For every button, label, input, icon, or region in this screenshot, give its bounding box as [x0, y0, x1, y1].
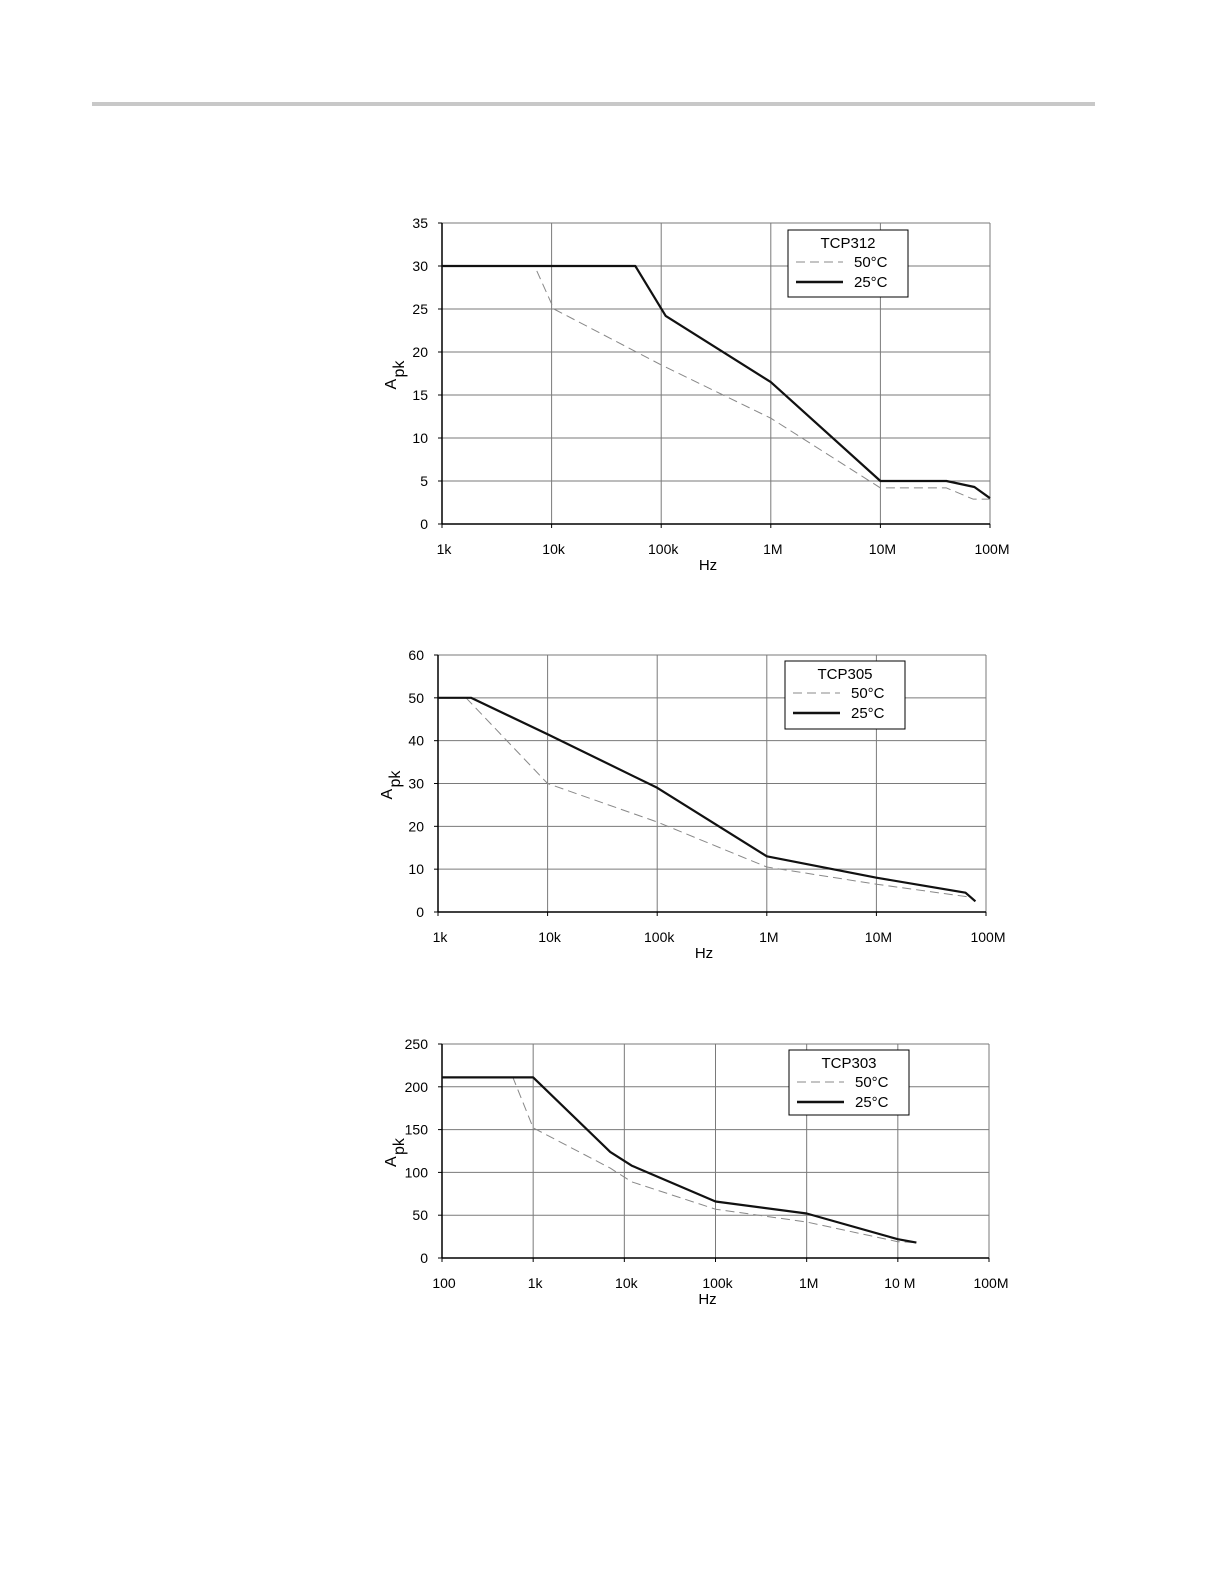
y-tick-label: 35: [412, 215, 428, 231]
y-axis-label: Apk: [379, 770, 404, 800]
legend-box: [788, 1049, 910, 1116]
legend-entry-label: 50°C: [855, 1074, 889, 1091]
x-axis-label: Hz: [695, 945, 713, 962]
legend-entry-label: 25°C: [855, 1094, 889, 1111]
legend: TCP312 50°C 25°C: [787, 229, 909, 298]
y-tick-label: 30: [412, 258, 428, 274]
y-axis-label-main: A: [383, 379, 400, 390]
y-tick-label: 50: [408, 690, 424, 706]
series-line-50c: [442, 265, 990, 500]
x-axis-label: Hz: [698, 1291, 716, 1308]
x-tick-label: 100k: [644, 929, 675, 945]
series-line-50c: [442, 1076, 917, 1244]
y-tick-label: 30: [408, 776, 424, 792]
y-axis-label: Apk: [383, 1137, 408, 1167]
series-line-50c: [438, 697, 976, 902]
x-tick-label: 100M: [974, 541, 1009, 557]
legend-box: [784, 660, 906, 730]
legend-entry-label: 25°C: [854, 274, 888, 291]
y-tick-label: 0: [420, 516, 428, 532]
x-tick-label: 100k: [702, 1275, 733, 1291]
series-line-25c: [442, 264, 991, 500]
x-tick-label: 1M: [763, 541, 782, 557]
chart-tcp305: 0 10 20 30 40 50 60 1k 10k 100k 1M 10M 100M Hz Apk TCP3…: [379, 647, 1006, 962]
y-tick-label: 0: [420, 1250, 428, 1266]
y-tick-label: 150: [405, 1122, 429, 1138]
x-tick-label: 100k: [648, 541, 679, 557]
x-tick-label: 10k: [538, 929, 562, 945]
y-tick-label: 10: [412, 430, 428, 446]
y-tick-label: 250: [405, 1036, 429, 1052]
x-tick-label: 10 M: [884, 1275, 915, 1291]
legend: TCP303 50°C 25°C: [788, 1049, 910, 1116]
y-tick-label: 25: [412, 301, 428, 317]
y-tick-label: 200: [405, 1079, 429, 1095]
y-tick-label: 5: [420, 473, 428, 489]
y-tick-label: 60: [408, 647, 424, 663]
x-tick-label: 1M: [799, 1275, 818, 1291]
series-line-25c: [438, 696, 977, 903]
y-tick-label: 40: [408, 733, 424, 749]
legend: TCP305 50°C 25°C: [784, 660, 906, 730]
x-tick-label: 1k: [528, 1275, 544, 1291]
x-tick-label: 1M: [759, 929, 778, 945]
y-axis-label-subscript: pk: [391, 360, 408, 378]
x-tick-label: 10k: [615, 1275, 639, 1291]
x-tick-label: 100M: [970, 929, 1005, 945]
series-line-25c: [442, 1076, 917, 1244]
x-tick-label: 1k: [433, 929, 449, 945]
y-tick-label: 50: [412, 1207, 428, 1223]
y-axis-label-subscript: pk: [391, 1137, 408, 1155]
y-axis-label-main: A: [383, 1156, 400, 1167]
x-tick-label: 10k: [542, 541, 566, 557]
x-tick-label: 100: [432, 1275, 456, 1291]
x-tick-label: 10M: [865, 929, 892, 945]
chart-tcp303: 0 50 100 150 200 250 100 1k 10k 100k 1M 10 M 100M Hz A…: [383, 1036, 1009, 1308]
y-axis-label-subscript: pk: [387, 770, 404, 788]
x-tick-label: 1k: [437, 541, 453, 557]
x-tick-label: 100M: [973, 1275, 1008, 1291]
y-tick-label: 15: [412, 387, 428, 403]
chart-tcp312: 0 5 10 15 20 25 30 35 1k 10k 100k 1M 10M 100M Hz Apk TCP…: [383, 215, 1010, 574]
legend-entry-label: 50°C: [851, 685, 885, 702]
y-tick-label: 100: [405, 1164, 429, 1180]
legend-title: TCP312: [820, 235, 875, 252]
x-tick-label: 10M: [869, 541, 896, 557]
y-tick-label: 20: [412, 344, 428, 360]
y-axis-label: Apk: [383, 360, 408, 390]
legend-title: TCP305: [817, 666, 872, 683]
y-tick-label: 20: [408, 818, 424, 834]
legend-entry-label: 25°C: [851, 705, 885, 722]
legend-entry-label: 50°C: [854, 254, 888, 271]
page-top-rule: [92, 102, 1095, 106]
x-axis-label: Hz: [699, 557, 717, 574]
legend-box: [787, 229, 909, 298]
y-axis-label-main: A: [379, 789, 396, 800]
y-tick-label: 10: [408, 861, 424, 877]
legend-title: TCP303: [821, 1055, 876, 1072]
y-tick-label: 0: [416, 904, 424, 920]
